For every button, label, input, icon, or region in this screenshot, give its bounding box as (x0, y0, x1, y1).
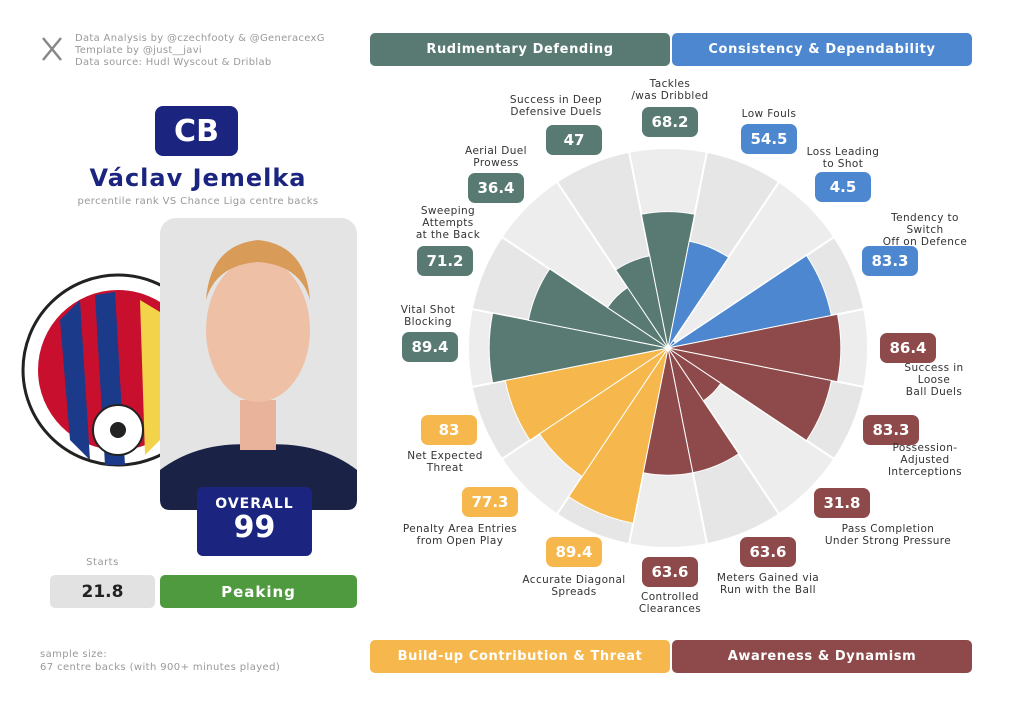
value-label: 31.8 (814, 488, 870, 518)
group-label: Build-up Contribution & Threat (370, 640, 670, 673)
value-label: 89.4 (402, 332, 458, 362)
category-label: Meters Gained via Run with the Ball (716, 572, 820, 596)
value-label: 36.4 (468, 173, 524, 203)
starts-value: 21.8 (50, 575, 155, 608)
value-label: 83.3 (863, 415, 919, 445)
category-label: Pass Completion Under Strong Pressure (824, 523, 952, 547)
credit: Data source: Hudl Wyscout & Driblab (75, 57, 272, 68)
credit: Template by @just__javi (75, 45, 203, 56)
category-label: Success in Loose Ball Duels (904, 362, 964, 398)
starts-label: Starts (86, 557, 119, 568)
overall-label: OVERALL (215, 496, 294, 512)
form-badge: Peaking (160, 575, 357, 608)
category-label: Controlled Clearances (638, 591, 702, 615)
slice (488, 312, 669, 384)
slice (567, 347, 669, 524)
group-label: Rudimentary Defending (370, 33, 670, 66)
category-label: Tendency to Switch Off on Defence (882, 212, 968, 248)
category-label: Success in Deep Defensive Duels (509, 94, 603, 118)
value-label: 63.6 (740, 537, 796, 567)
category-label: Tackles /was Dribbled (631, 78, 709, 102)
group-label: Awareness & Dynamism (672, 640, 972, 673)
value-label: 89.4 (546, 537, 602, 567)
category-label: Loss Leading to Shot (806, 146, 880, 170)
value-label: 4.5 (815, 172, 871, 202)
value-label: 83.3 (862, 246, 918, 276)
category-label: Accurate Diagonal Spreads (522, 574, 626, 598)
value-label: 77.3 (462, 487, 518, 517)
value-label: 63.6 (642, 557, 698, 587)
slice (667, 240, 730, 349)
overall-value: 99 (233, 510, 276, 545)
value-label: 47 (546, 125, 602, 155)
slice (667, 313, 842, 383)
category-label: Possession-Adjusted Interceptions (887, 442, 963, 478)
value-label: 54.5 (741, 124, 797, 154)
value-label: 68.2 (642, 107, 698, 137)
category-label: Penalty Area Entries from Open Play (402, 523, 518, 547)
slice (615, 255, 669, 349)
category-label: Aerial Duel Prowess (465, 145, 527, 169)
category-label: Low Fouls (741, 108, 797, 120)
value-label: 71.2 (417, 246, 473, 276)
subtitle: percentile rank VS Chance Liga centre ba… (77, 196, 319, 207)
overall-box: OVERALL 99 (197, 487, 312, 556)
category-label: Sweeping Attempts at the Back (415, 205, 481, 241)
category-label: Vital Shot Blocking (400, 304, 456, 328)
position-badge: CB (155, 106, 238, 156)
group-label: Consistency & Dependability (672, 33, 972, 66)
sample-note: sample size: 67 centre backs (with 900+ … (40, 649, 281, 673)
category-label: Net Expected Threat (407, 450, 483, 474)
credit: Data Analysis by @czechfooty & @Generace… (75, 33, 325, 44)
slice (640, 211, 696, 349)
player-name: Václav Jemelka (89, 164, 307, 192)
slice (527, 268, 669, 349)
x-logo (42, 37, 62, 61)
value-label: 83 (421, 415, 477, 445)
player-card (160, 218, 357, 510)
slice (667, 347, 832, 442)
value-label: 86.4 (880, 333, 936, 363)
